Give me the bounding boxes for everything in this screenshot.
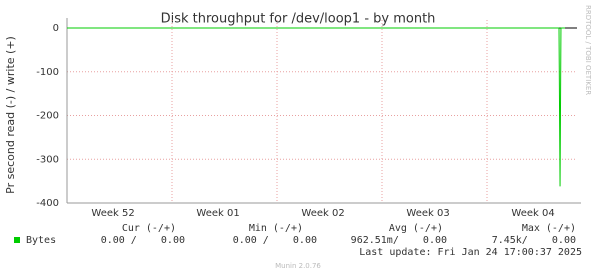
footer: Munin 2.0.76 (275, 262, 321, 270)
y-tick-label: -100 (36, 67, 59, 78)
legend-header: Min (-/+) (249, 223, 303, 234)
legend-value: 7.45k/ 0.00 (492, 235, 576, 246)
legend-swatch (14, 237, 20, 243)
watermark: RRDTOOL / TOBI OETIKER (584, 5, 592, 95)
y-axis-label: Pr second read (-) / write (+) (4, 36, 17, 194)
legend-header: Avg (-/+) (389, 223, 443, 234)
y-tick-label: -200 (36, 111, 59, 122)
x-tick-label: Week 02 (301, 208, 344, 219)
chart-title: Disk throughput for /dev/loop1 - by mont… (161, 12, 436, 27)
legend-name: Bytes (26, 235, 56, 246)
x-tick-label: Week 01 (196, 208, 239, 219)
series-line (67, 27, 565, 187)
legend-value: 962.51m/ 0.00 (351, 235, 447, 246)
x-tick-label: Week 52 (91, 208, 134, 219)
x-tick-label: Week 04 (511, 208, 554, 219)
legend-header: Max (-/+) (522, 223, 576, 234)
y-tick-label: 0 (53, 23, 59, 34)
legend-value: 0.00 / 0.00 (233, 235, 317, 246)
x-tick-label: Week 03 (406, 208, 449, 219)
plot-area (67, 20, 577, 203)
y-tick-label: -400 (36, 198, 59, 209)
last-update: Last update: Fri Jan 24 17:00:37 2025 (359, 247, 582, 258)
legend-header: Cur (-/+) (122, 223, 176, 234)
y-tick-label: -300 (36, 154, 59, 165)
legend-value: 0.00 / 0.00 (101, 235, 185, 246)
